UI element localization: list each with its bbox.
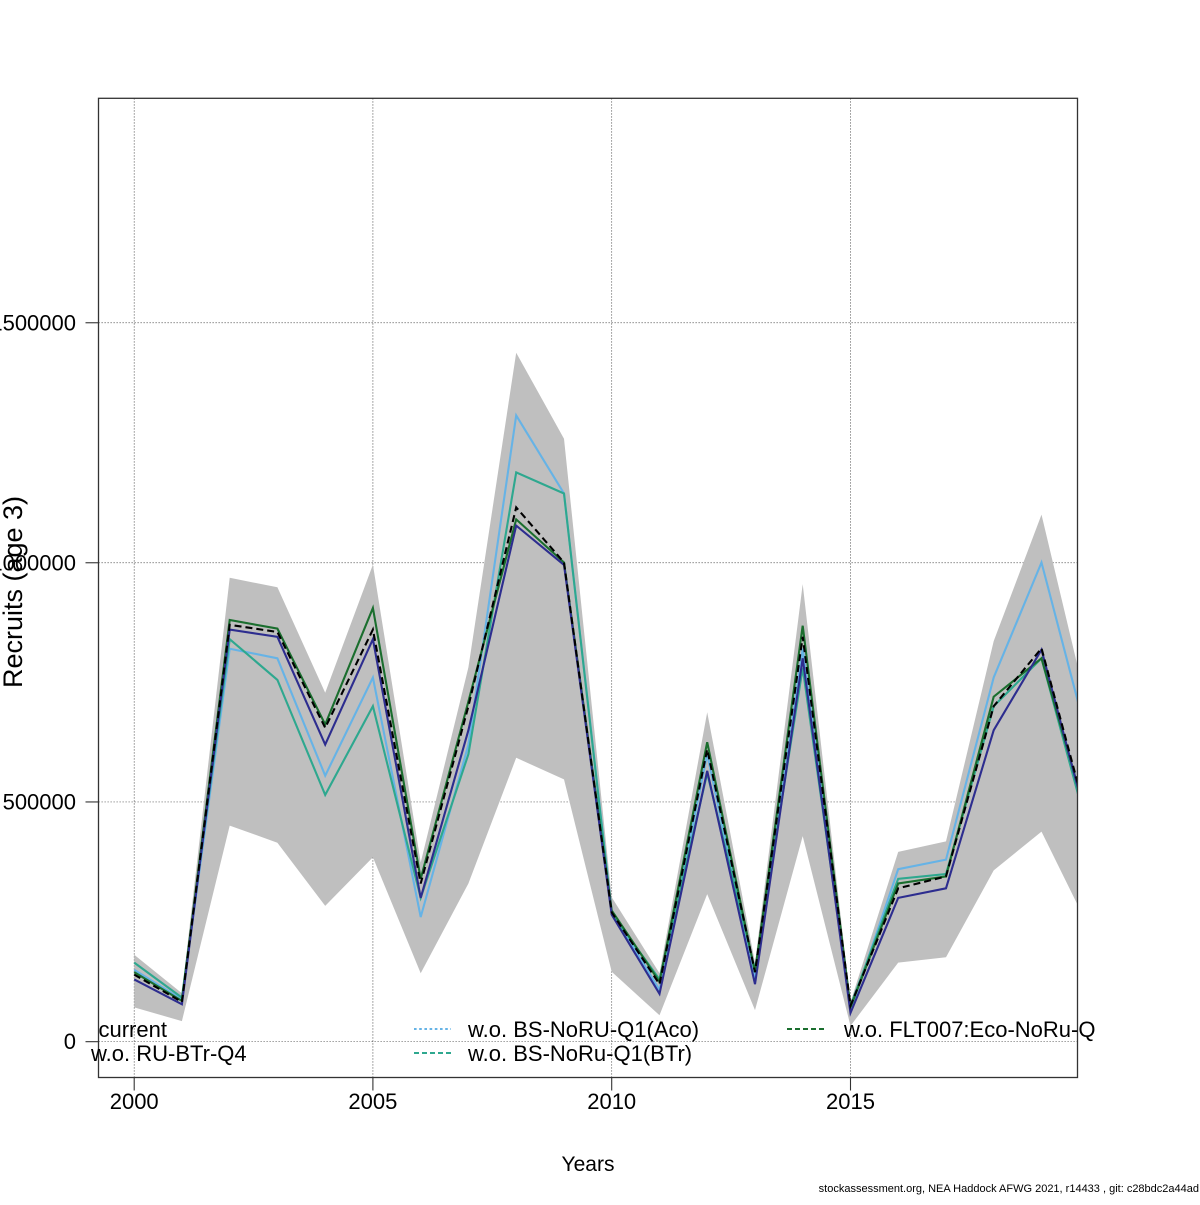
svg-text:stockassessment.org, NEA Hadd: stockassessment.org, NEA Haddock AFWG 20… [819, 1183, 1199, 1195]
svg-text:w.o. BS-NoRU-Q1(Aco): w.o. BS-NoRU-Q1(Aco) [467, 1017, 699, 1042]
svg-text:Years: Years [562, 1153, 615, 1176]
svg-text:Recruits (age 3): Recruits (age 3) [0, 496, 28, 688]
svg-text:w.o. BS-NoRu-Q1(BTr): w.o. BS-NoRu-Q1(BTr) [467, 1041, 692, 1066]
svg-text:2005: 2005 [348, 1089, 397, 1114]
svg-text:w.o. RU-BTr-Q4: w.o. RU-BTr-Q4 [90, 1041, 247, 1066]
svg-text:2010: 2010 [587, 1089, 636, 1114]
svg-text:0: 0 [64, 1029, 76, 1054]
svg-text:current: current [99, 1017, 167, 1042]
svg-text:2000: 2000 [110, 1089, 159, 1114]
svg-text:2015: 2015 [826, 1089, 875, 1114]
svg-text:500000: 500000 [3, 790, 76, 815]
svg-text:w.o. FLT007:Eco-NoRu-Q: w.o. FLT007:Eco-NoRu-Q [843, 1017, 1095, 1042]
svg-text:1500000: 1500000 [0, 311, 76, 336]
